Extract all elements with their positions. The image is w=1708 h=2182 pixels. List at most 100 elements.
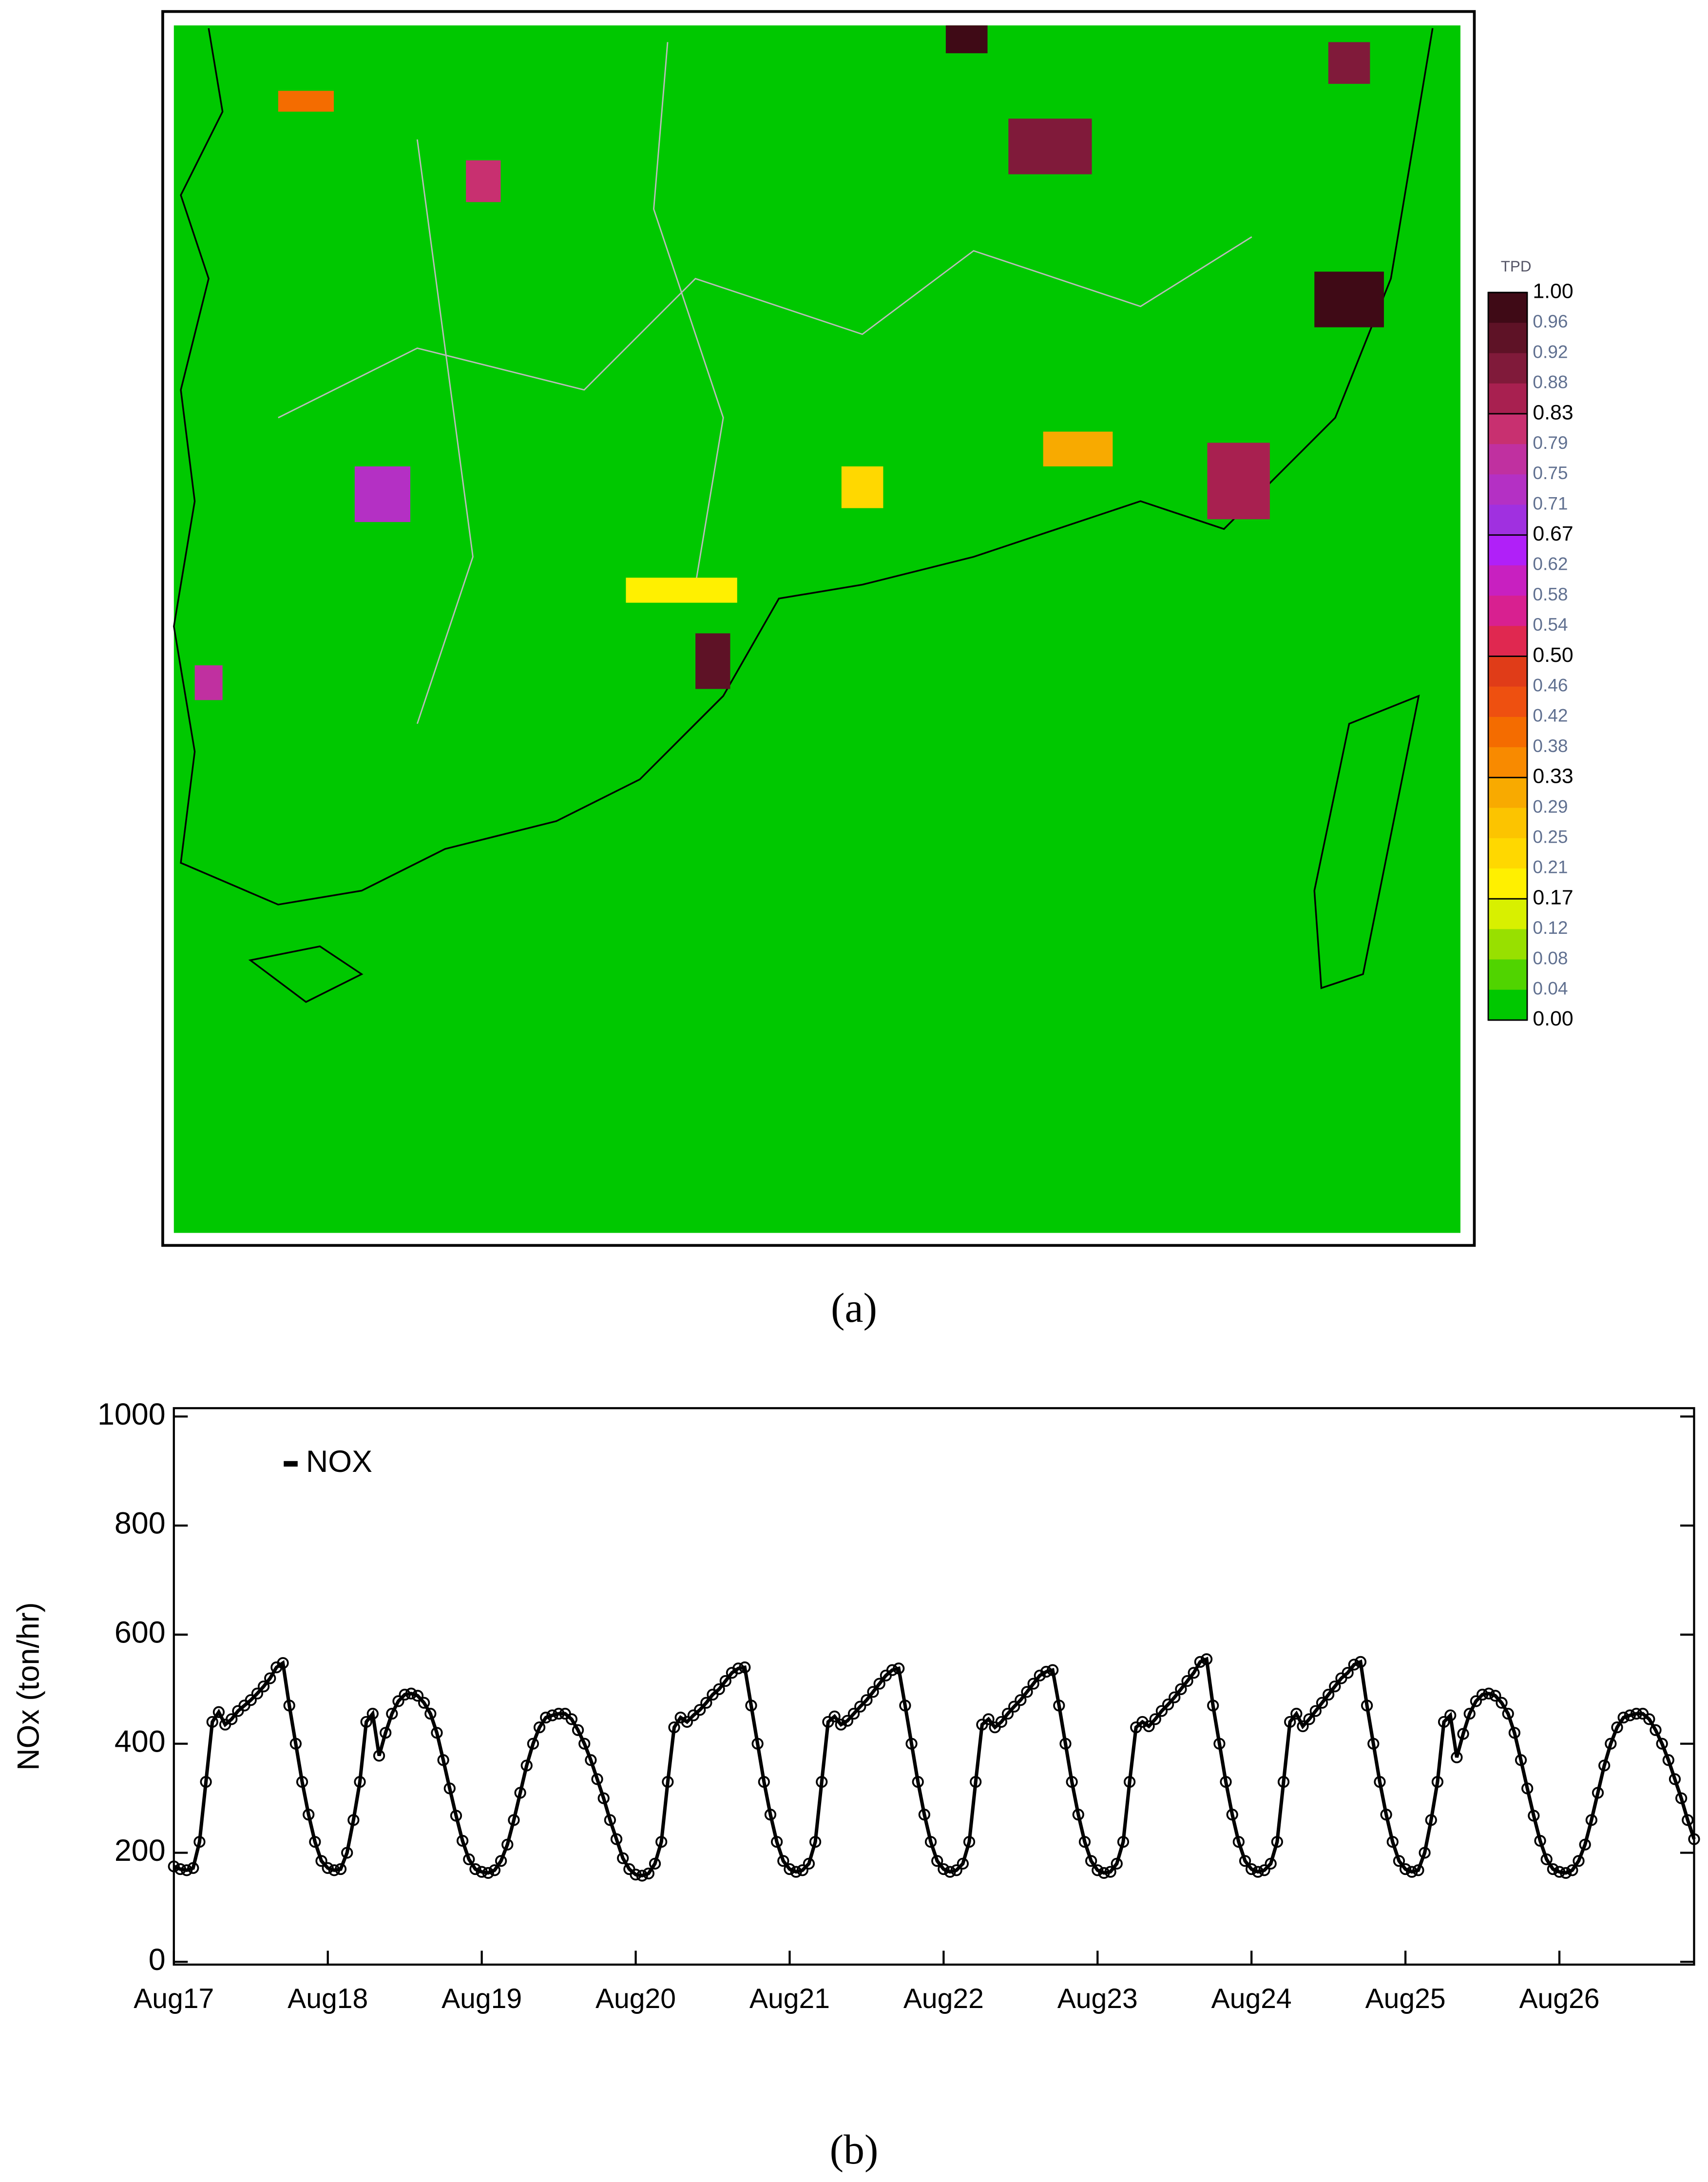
point: [924, 1835, 937, 1848]
colorbar-label: 0.33: [1533, 765, 1573, 788]
point: [899, 1699, 911, 1712]
point: [1617, 1711, 1630, 1724]
point: [950, 1864, 962, 1876]
point: [206, 1716, 218, 1728]
point: [424, 1708, 437, 1720]
y-tick-label: 0: [149, 1943, 166, 1977]
point: [1560, 1867, 1572, 1879]
legend-label: NOX: [306, 1445, 372, 1479]
colorbar-segment: [1488, 777, 1527, 809]
point: [1444, 1709, 1457, 1721]
colorbar-label: 0.96: [1533, 311, 1568, 331]
colorbar-segment: [1488, 383, 1527, 415]
point: [1059, 1738, 1072, 1750]
point: [1348, 1659, 1360, 1671]
point: [463, 1853, 475, 1866]
point: [405, 1687, 417, 1699]
y-tick-label: 400: [115, 1724, 166, 1758]
point: [527, 1738, 539, 1750]
point: [1662, 1754, 1674, 1766]
point: [1098, 1867, 1110, 1879]
point: [289, 1738, 302, 1750]
point: [212, 1706, 225, 1718]
point: [816, 1776, 828, 1788]
point: [796, 1864, 808, 1876]
colorbar-label: 0.92: [1533, 341, 1568, 362]
point: [354, 1776, 366, 1788]
point: [995, 1716, 1007, 1728]
point: [732, 1662, 745, 1675]
hotspots: [194, 25, 1384, 700]
point: [1669, 1773, 1681, 1785]
x-tick-label: Aug23: [1057, 1983, 1138, 2014]
colorbar-segment: [1488, 292, 1527, 324]
colorbar-label: 0.46: [1533, 675, 1568, 695]
point: [1066, 1776, 1078, 1788]
colorbar-segment: [1488, 899, 1527, 930]
point: [257, 1680, 270, 1693]
point: [1040, 1665, 1053, 1678]
hotspot: [194, 665, 223, 700]
point: [591, 1773, 603, 1785]
colorbar-label: 0.29: [1533, 796, 1568, 816]
point: [322, 1862, 334, 1874]
point: [1419, 1847, 1431, 1859]
hotspot: [354, 466, 410, 522]
point: [1246, 1863, 1258, 1875]
x-tick-label: Aug25: [1365, 1983, 1446, 2014]
point: [649, 1857, 661, 1870]
point: [873, 1678, 885, 1690]
colorbar-segment: [1488, 413, 1527, 445]
plot-frame: [173, 1407, 1695, 1966]
point: [187, 1862, 199, 1874]
point: [520, 1759, 533, 1772]
point: [482, 1867, 494, 1879]
colorbar-label: 0.42: [1533, 705, 1568, 726]
point: [1605, 1738, 1617, 1750]
point: [174, 1863, 187, 1875]
colorbar-segment: [1488, 929, 1527, 960]
point: [251, 1687, 264, 1699]
point: [546, 1709, 558, 1721]
point: [809, 1835, 822, 1848]
point: [1155, 1705, 1168, 1717]
hotspot: [466, 160, 501, 202]
point: [1630, 1708, 1643, 1720]
point: [1034, 1669, 1046, 1681]
point: [476, 1866, 488, 1878]
point: [1226, 1809, 1238, 1821]
point: [1470, 1695, 1482, 1707]
point: [1682, 1814, 1694, 1826]
colorbar-segment: [1488, 596, 1527, 627]
point: [1117, 1835, 1130, 1848]
point: [565, 1713, 578, 1725]
point: [418, 1697, 430, 1709]
point: [719, 1675, 731, 1687]
line-chart: NOx (ton/hr) (b) 0 200 400 600 800 1000 Aug17 A…: [11, 1397, 1700, 2173]
point: [1085, 1855, 1097, 1867]
point: [1547, 1863, 1559, 1875]
point: [764, 1809, 777, 1821]
point: [1502, 1708, 1514, 1720]
series-line: [173, 1657, 1696, 1878]
point: [918, 1809, 931, 1821]
point: [283, 1699, 295, 1712]
point: [1252, 1866, 1264, 1878]
x-tick-label: Aug21: [749, 1983, 830, 2014]
colorbar-label: 0.75: [1533, 463, 1568, 483]
colorbar-label: 0.38: [1533, 735, 1568, 756]
point: [1015, 1694, 1027, 1706]
point: [488, 1864, 501, 1876]
point: [1656, 1738, 1668, 1750]
point: [1361, 1699, 1373, 1712]
colorbar-segment: [1488, 959, 1527, 991]
point: [1104, 1866, 1116, 1878]
point: [366, 1708, 379, 1720]
point: [553, 1708, 565, 1720]
y-tick-label: 200: [115, 1834, 166, 1868]
point: [893, 1662, 905, 1675]
hotspot: [1043, 431, 1113, 466]
point: [713, 1683, 725, 1695]
point: [508, 1814, 520, 1826]
